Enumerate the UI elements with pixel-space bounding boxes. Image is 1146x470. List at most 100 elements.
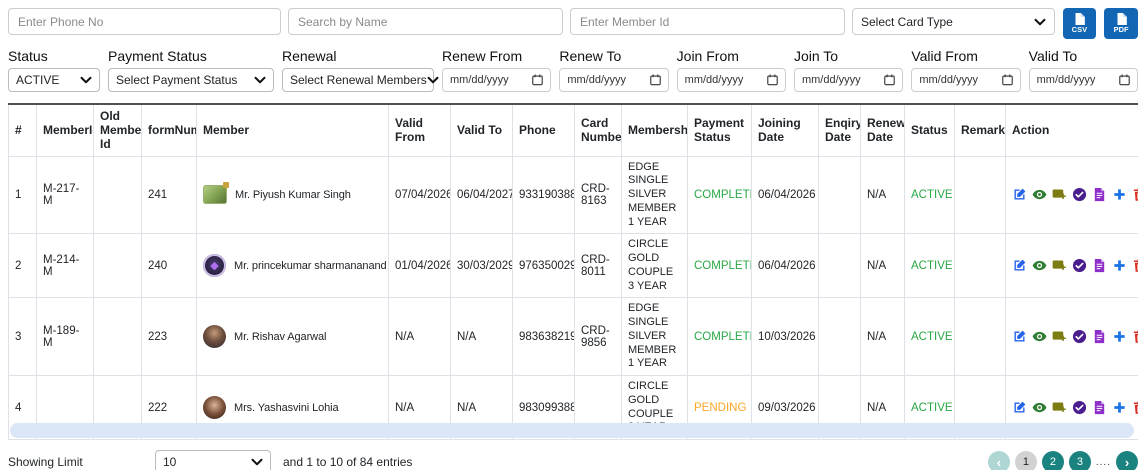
payment-status-select[interactable]: Select Payment Status: [108, 68, 274, 92]
pdf-export-button[interactable]: PDF: [1104, 8, 1138, 39]
phone-search-input[interactable]: [8, 8, 281, 35]
pagination-page-1[interactable]: 1: [1014, 451, 1037, 470]
filter-renewal: Renewal Select Renewal Members: [282, 48, 439, 92]
joining-date-cell: [751, 439, 819, 440]
valid-from-cell: 07/04/2026: [388, 155, 451, 235]
edit-icon[interactable]: [1012, 400, 1027, 415]
filter-value: mm/dd/yyyy: [919, 74, 978, 86]
chevron-down-icon: [80, 76, 92, 84]
table-row: 3 M-189-M 223 Mr. Rishav Agarwal N/A N/A 98363…: [8, 297, 1138, 376]
join-to-date-input[interactable]: mm/dd/yyyy: [793, 68, 904, 92]
approve-icon[interactable]: [1072, 329, 1087, 344]
pagination-next-button[interactable]: ›: [1116, 451, 1138, 470]
join-from-date-input[interactable]: mm/dd/yyyy: [676, 68, 786, 92]
document-icon[interactable]: [1092, 329, 1107, 344]
valid-to-date-input[interactable]: mm/dd/yyyy: [1028, 68, 1138, 92]
member-id-search-input[interactable]: [569, 8, 845, 35]
document-icon[interactable]: [1092, 187, 1107, 202]
card-type-select[interactable]: Select Card Type: [851, 8, 1055, 35]
document-icon[interactable]: [1092, 400, 1107, 415]
filter-renew-from: Renew From mm/dd/yyyy: [442, 48, 552, 92]
view-icon[interactable]: [1032, 187, 1047, 202]
page-size-select[interactable]: 10: [155, 450, 271, 470]
table-row: 5 CRD-EDGE SILVER: [8, 439, 1138, 440]
old-member-id-cell: [93, 439, 142, 440]
member-cell: [196, 439, 389, 440]
member-name: Mr. Rishav Agarwal: [234, 330, 327, 343]
member-id-cell: M-214-M: [36, 233, 94, 299]
csv-button-label: CSV: [1071, 25, 1088, 35]
card-add-icon[interactable]: [1052, 400, 1067, 415]
valid-from-date-input[interactable]: mm/dd/yyyy: [911, 68, 1021, 92]
delete-icon[interactable]: [1132, 400, 1138, 415]
approve-icon[interactable]: [1072, 258, 1087, 273]
edit-icon[interactable]: [1012, 258, 1027, 273]
name-search-input[interactable]: [288, 8, 563, 35]
csv-export-button[interactable]: CSV: [1062, 8, 1097, 39]
valid-from-cell: N/A: [388, 297, 451, 376]
member-avatar[interactable]: [203, 325, 226, 349]
column-header: Renew Date: [860, 103, 905, 157]
filter-valid-from: Valid From mm/dd/yyyy: [911, 48, 1021, 92]
edit-icon[interactable]: [1012, 187, 1027, 202]
edit-icon[interactable]: [1012, 329, 1027, 344]
card-add-icon[interactable]: [1052, 187, 1067, 202]
filter-renew-to: Renew To mm/dd/yyyy: [559, 48, 669, 92]
approve-icon[interactable]: [1072, 187, 1087, 202]
add-icon[interactable]: [1112, 400, 1127, 415]
valid-from-cell: [388, 439, 451, 440]
form-num-cell: 240: [141, 233, 197, 299]
card-add-icon[interactable]: [1052, 329, 1067, 344]
chevron-down-icon: [427, 76, 439, 84]
filter-value: Select Renewal Members: [290, 73, 427, 87]
phone-cell: 9836382194: [512, 297, 575, 376]
column-header: Status: [904, 103, 955, 157]
pagination-page-3[interactable]: 3: [1068, 451, 1091, 470]
form-num-cell: 241: [141, 155, 197, 235]
filter-value: mm/dd/yyyy: [1036, 74, 1096, 86]
joining-date-cell: 06/04/2026: [751, 155, 819, 235]
membership-cell: EDGE SILVER: [621, 439, 688, 440]
status-cell: [904, 439, 955, 440]
add-icon[interactable]: [1112, 329, 1127, 344]
member-avatar[interactable]: [203, 182, 229, 205]
action-cell: [1005, 439, 1138, 440]
member-cell: ◆ Mr. princekumar sharmananand prasad: [196, 233, 389, 299]
card-type-select-value: Select Card Type: [860, 14, 953, 29]
view-icon[interactable]: [1032, 329, 1047, 344]
status-select[interactable]: ACTIVE: [8, 68, 100, 92]
pagination-page-2[interactable]: 2: [1041, 451, 1064, 470]
renew-to-date-input[interactable]: mm/dd/yyyy: [559, 68, 669, 92]
approve-icon[interactable]: [1072, 400, 1087, 415]
member-avatar[interactable]: [203, 396, 226, 419]
add-icon[interactable]: [1112, 258, 1127, 273]
filter-join-to: Join To mm/dd/yyyy: [793, 48, 904, 92]
document-icon[interactable]: [1092, 258, 1107, 273]
remarks-cell: [954, 439, 1006, 440]
horizontal-scrollbar[interactable]: [10, 423, 1134, 438]
card-add-icon[interactable]: [1052, 258, 1067, 273]
enqiry-date-cell: [818, 439, 861, 440]
membership-cell: EDGE SINGLE SILVER MEMBER 1 YEAR: [621, 155, 688, 235]
member-name: Mr. Piyush Kumar Singh: [235, 188, 351, 201]
view-icon[interactable]: [1032, 400, 1047, 415]
delete-icon[interactable]: [1132, 187, 1138, 202]
valid-to-cell: 06/04/2027: [450, 155, 513, 235]
remarks-cell: [954, 155, 1006, 235]
calendar-icon: [1119, 74, 1130, 86]
row-number: 5: [8, 439, 37, 440]
view-icon[interactable]: [1032, 258, 1047, 273]
delete-icon[interactable]: [1132, 329, 1138, 344]
renewal-select[interactable]: Select Renewal Members: [282, 68, 439, 92]
file-icon: [1075, 13, 1085, 26]
member-avatar[interactable]: ◆: [203, 254, 226, 278]
add-icon[interactable]: [1112, 187, 1127, 202]
old-member-id-cell: [93, 233, 142, 299]
delete-icon[interactable]: [1132, 258, 1138, 273]
valid-to-cell: N/A: [450, 297, 513, 376]
renew-from-date-input[interactable]: mm/dd/yyyy: [442, 68, 552, 92]
members-table-container: #MemberIdOld Member IdformNumMemberValid…: [8, 103, 1138, 440]
filter-label: Status: [8, 48, 48, 64]
filter-value: mm/dd/yyyy: [567, 74, 627, 86]
